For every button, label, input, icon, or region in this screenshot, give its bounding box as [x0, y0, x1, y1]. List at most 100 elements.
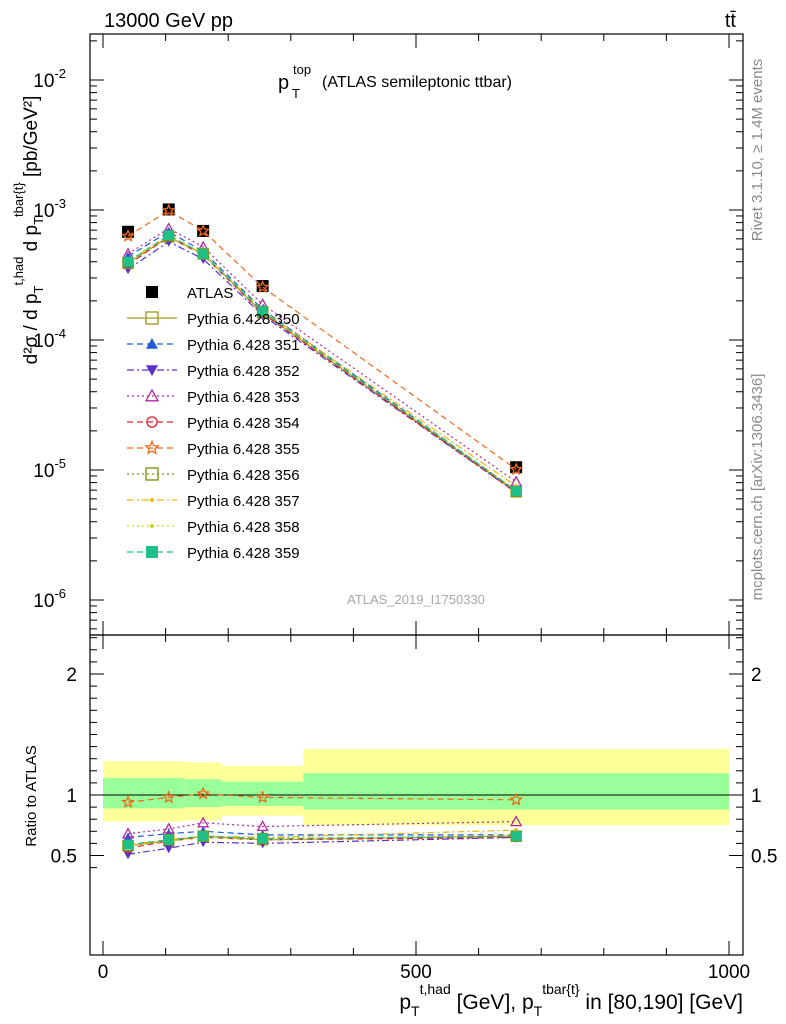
mcplots-label: mcplots.cern.ch [arXiv:1306.3436] [749, 374, 766, 601]
legend-marker [144, 439, 160, 455]
ratio-data-point [198, 831, 209, 842]
header-energy-label: 13000 GeV pp [104, 10, 233, 32]
main-series-line [127, 234, 517, 492]
ratio-panel: 0.5 0.5 1 1 2 2 0 500 1000 Ratio to ATLAS pTt,ha… [23, 634, 777, 1019]
ratio-data-point [257, 833, 268, 844]
main-series-6 [121, 203, 524, 476]
main-y-tick-label: 10-6 [33, 586, 66, 612]
legend-marker [145, 311, 159, 325]
ratio-y-tick-label-right: 0.5 [751, 847, 777, 868]
main-panel: 10-610-510-410-310-2 p top T (ATLAS semi… [11, 33, 744, 636]
ratio-band-inner [303, 773, 729, 810]
main-data-point [123, 256, 134, 267]
ratio-series-6 [122, 830, 522, 852]
ratio-data-point [162, 822, 175, 834]
legend-label: Pythia 6.428 353 [187, 389, 300, 406]
ratio-data-point [121, 795, 135, 809]
legend-marker [146, 365, 158, 376]
main-data-point [511, 485, 522, 496]
header-process-label: tt̄ [725, 10, 737, 32]
analysis-watermark: ATLAS_2019_I1750330 [347, 592, 485, 607]
ratio-y-tick-label-right: 1 [751, 786, 762, 807]
main-data-point [161, 203, 176, 217]
legend-entry: Pythia 6.428 351 [127, 337, 300, 354]
main-y-axis-label: d²σ / d pTt,had d pTtbar{t} [pb/GeV²] [11, 96, 46, 365]
plot-title-sub: T [292, 86, 300, 101]
ratio-x-axis-label: pTt,had [GeV], pTtbar{t} in [80,190] [Ge… [399, 981, 743, 1019]
ratio-x-tick-label: 1000 [708, 962, 750, 983]
main-series-line [127, 227, 517, 483]
plot-title-sup: top [293, 62, 311, 77]
main-y-tick-label: 10-5 [33, 456, 66, 482]
main-series-2 [123, 226, 522, 495]
ratio-y-tick-label: 1 [66, 786, 77, 807]
main-series-line [127, 209, 517, 470]
legend-label: Pythia 6.428 356 [187, 467, 300, 484]
main-data-point [163, 230, 174, 241]
main-axes: 10-610-510-410-310-2 [33, 34, 743, 635]
ratio-series-4 [123, 832, 522, 854]
legend-label: Pythia 6.428 351 [187, 337, 300, 354]
legend-entry: Pythia 6.428 357 [127, 493, 300, 510]
legend-entry: Pythia 6.428 355 [127, 439, 300, 458]
ratio-y-tick-label-right: 2 [751, 665, 762, 686]
main-series-7 [122, 230, 522, 498]
ratio-data-point [123, 850, 134, 860]
legend-entry: Pythia 6.428 353 [127, 388, 300, 406]
main-series-1 [122, 231, 522, 498]
legend-label: Pythia 6.428 359 [187, 545, 300, 562]
ratio-band-inner [103, 778, 154, 809]
legend-label: Pythia 6.428 354 [187, 415, 300, 432]
main-data-point [196, 223, 211, 237]
legend-entry: Pythia 6.428 359 [127, 545, 300, 562]
plot-title: p top T (ATLAS semileptonic ttbar) [278, 62, 512, 101]
legend-label: Pythia 6.428 357 [187, 493, 300, 510]
main-series-5 [123, 232, 522, 498]
legend-marker [146, 416, 158, 428]
ratio-series-0 [122, 830, 522, 852]
ratio-y-tick-label: 0.5 [51, 847, 77, 868]
main-series-group [121, 203, 524, 498]
ratio-series-group [121, 786, 524, 860]
legend-marker [145, 467, 159, 481]
legend-entry: Pythia 6.428 358 [127, 519, 300, 536]
main-series-line [127, 241, 517, 494]
ratio-series-3 [121, 815, 523, 839]
main-series-line [127, 236, 517, 494]
main-data-point [257, 306, 268, 317]
main-data-point [255, 279, 270, 293]
legend-marker [144, 388, 160, 402]
rivet-version-label: Rivet 3.1.10, ≥ 1.4M events [749, 59, 766, 242]
main-series-3 [123, 237, 522, 498]
plot-title-rest: (ATLAS semileptonic ttbar) [322, 74, 512, 91]
ratio-axes: 0.5 0.5 1 1 2 2 0 500 1000 [51, 635, 777, 983]
ratio-series-line [127, 836, 517, 849]
ratio-band-inner [221, 781, 304, 806]
ratio-data-point [256, 820, 269, 832]
ratio-series-line [127, 821, 517, 835]
ratio-data-point [510, 815, 523, 827]
legend-entry: Pythia 6.428 354 [127, 415, 300, 432]
legend-marker [146, 546, 158, 558]
ratio-data-point [163, 844, 174, 854]
ratio-data-point [163, 834, 174, 845]
ratio-data-point [255, 790, 270, 804]
ratio-data-point [121, 827, 135, 839]
ratio-series-5 [121, 786, 524, 809]
legend-label: Pythia 6.428 352 [187, 363, 300, 380]
ratio-data-point [123, 832, 134, 842]
ratio-data-point [511, 831, 522, 842]
legend-label: ATLAS [187, 285, 233, 302]
main-data-point [198, 248, 209, 259]
ratio-series-9 [123, 831, 522, 850]
ratio-data-point [123, 839, 134, 850]
ratio-data-point [196, 786, 211, 800]
legend-marker [150, 524, 154, 528]
ratio-data-point [161, 790, 176, 804]
legend-label: Pythia 6.428 350 [187, 311, 300, 328]
main-series-10 [123, 230, 522, 496]
legend-entry: ATLAS [146, 285, 233, 302]
legend-marker [146, 286, 158, 298]
legend-label: Pythia 6.428 358 [187, 519, 300, 536]
ratio-x-tick-label: 0 [98, 962, 109, 983]
